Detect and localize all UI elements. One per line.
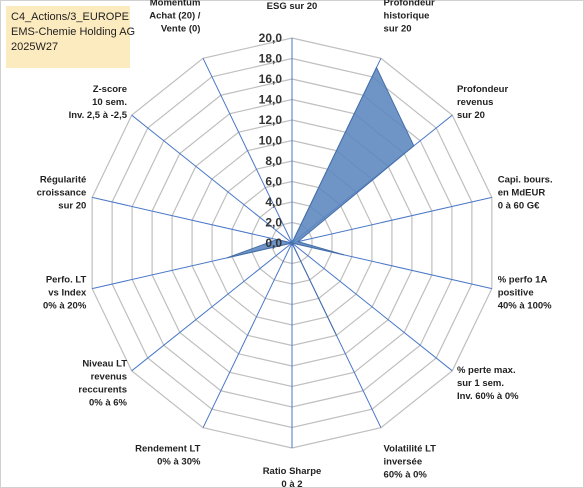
spoke-11 <box>92 196 293 244</box>
spoke-12 <box>131 114 293 244</box>
axis-label-2-line-0: Profondeur <box>457 84 508 95</box>
axis-label-2: Profondeur revenus sur 20 <box>457 84 508 121</box>
axis-label-9: Niveau LT revenus reccurents 0% à 6% <box>78 358 127 408</box>
axis-label-11-line-1: croissance <box>37 187 87 198</box>
axis-label-11: Régularité croissance sur 20 <box>37 174 87 211</box>
axis-label-4-line-0: % perfo 1A <box>498 275 548 286</box>
axis-label-1: Profondeur historique sur 20 <box>384 0 435 34</box>
axis-label-6-line-0: Volatilité LT <box>384 444 437 455</box>
axis-label-4-line-2: 40% à 100% <box>498 301 552 312</box>
axis-label-6: Volatilité LT inversée 60% à 0% <box>384 444 437 481</box>
tick-label-10: 20,0 <box>259 31 283 45</box>
axis-label-1-line-1: historique <box>384 10 430 21</box>
axis-label-11-line-2: sur 20 <box>58 200 86 211</box>
axis-label-9-line-3: 0% à 6% <box>89 397 128 408</box>
title-line-3: 2025W27 <box>11 41 59 53</box>
spoke-13 <box>202 58 293 244</box>
axis-label-3: Capi. bours. en MdEUR 0 à 60 G€ <box>498 174 553 211</box>
axis-label-10-line-1: vs Index <box>48 288 87 299</box>
tick-layer: 0,0 2,0 4,0 6,0 8,0 10,0 12,0 14,0 16,0 18,0 20,0 <box>259 31 283 250</box>
axis-label-2-line-1: revenus <box>457 97 493 108</box>
axis-label-8: Rendement LT 0% à 30% <box>135 444 201 468</box>
tick-label-9: 18,0 <box>259 52 283 66</box>
tick-label-6: 12,0 <box>259 113 283 127</box>
axis-label-6-line-2: 60% à 0% <box>384 470 428 481</box>
spoke-8 <box>202 242 293 428</box>
tick-label-0: 0,0 <box>265 236 282 250</box>
axis-label-13-line-2: Vente (0) <box>161 23 201 34</box>
axis-label-5-line-0: % perte max. <box>457 365 516 376</box>
axis-label-5: % perte max. sur 1 sem. Inv. 60% à 0% <box>457 365 519 402</box>
axis-label-11-line-0: Régularité <box>40 174 86 185</box>
tick-label-5: 10,0 <box>259 134 283 148</box>
axis-label-1-line-0: Profondeur <box>384 0 435 8</box>
spoke-9 <box>131 242 293 372</box>
axis-label-layer: NoteESG sur 20 Profondeur historique sur 20… <box>37 0 553 488</box>
axis-label-12-line-2: Inv. 2,5 à -2,5 <box>69 110 128 121</box>
axis-label-9-line-2: reccurents <box>78 384 127 395</box>
tick-label-1: 2,0 <box>265 216 282 230</box>
axis-label-13-line-0: Momentum <box>150 0 201 8</box>
axis-label-5-line-1: sur 1 sem. <box>457 378 504 389</box>
tick-label-4: 8,0 <box>265 154 282 168</box>
axis-label-10: Perfo. LT vs Index 0% à 20% <box>43 275 87 312</box>
axis-label-10-line-2: 0% à 20% <box>43 301 87 312</box>
axis-label-1-line-2: sur 20 <box>384 23 412 34</box>
axis-label-7-line-0: Ratio Sharpe <box>263 466 322 477</box>
axis-label-0: NoteESG sur 20 <box>267 0 318 12</box>
tick-label-8: 16,0 <box>259 72 283 86</box>
axis-label-3-line-2: 0 à 60 G€ <box>498 200 540 211</box>
tick-label-7: 14,0 <box>259 93 283 107</box>
tick-label-2: 4,0 <box>265 195 282 209</box>
axis-label-9-line-0: Niveau LT <box>82 358 127 369</box>
spoke-5 <box>291 242 453 372</box>
axis-label-12-line-0: Z-score <box>93 84 127 95</box>
title-box: C4_Actions/3_EUROPE EMS-Chemie Holding A… <box>6 6 136 68</box>
axis-label-3-line-0: Capi. bours. <box>498 174 553 185</box>
axis-label-12: Z-score 10 sem. Inv. 2,5 à -2,5 <box>69 84 128 121</box>
spoke-3 <box>291 196 492 244</box>
axis-label-8-line-1: 0% à 30% <box>157 457 201 468</box>
axis-label-13: Momentum Achat (20) / Vente (0) <box>149 0 201 34</box>
axis-label-6-line-1: inversée <box>384 457 423 468</box>
axis-label-9-line-1: revenus <box>91 371 127 382</box>
axis-label-7: Ratio Sharpe 0 à 2 <box>263 466 322 488</box>
tick-label-3: 6,0 <box>265 175 282 189</box>
axis-label-7-line-1: 0 à 2 <box>281 479 302 488</box>
axis-label-12-line-1: 10 sem. <box>92 97 127 108</box>
axis-label-4: % perfo 1A positive 40% à 100% <box>498 275 552 312</box>
axis-label-8-line-0: Rendement LT <box>135 444 200 455</box>
axis-label-5-line-2: Inv. 60% à 0% <box>457 391 519 402</box>
axis-label-0-line-1: ESG sur 20 <box>267 1 318 12</box>
axis-label-3-line-1: en MdEUR <box>498 187 546 198</box>
axis-label-10-line-0: Perfo. LT <box>46 275 87 286</box>
axis-label-4-line-1: positive <box>498 288 534 299</box>
title-line-1: C4_Actions/3_EUROPE <box>11 11 129 23</box>
data-area-layer <box>226 66 415 336</box>
title-line-2: EMS-Chemie Holding AG <box>11 26 136 38</box>
axis-label-2-line-2: sur 20 <box>457 110 485 121</box>
axis-label-13-line-1: Achat (20) / <box>149 10 201 21</box>
